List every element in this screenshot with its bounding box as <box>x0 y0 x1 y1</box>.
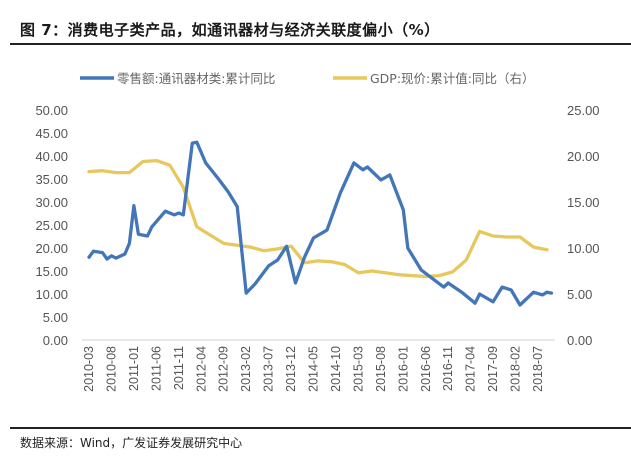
left-axis-tick: 20.00 <box>35 241 68 256</box>
right-axis-tick: 5.00 <box>567 287 592 302</box>
series-line-retail <box>87 140 554 307</box>
left-axis-tick: 30.00 <box>35 195 68 210</box>
x-axis-tick: 2014-10 <box>329 346 343 392</box>
left-axis-tick: 10.00 <box>35 287 68 302</box>
right-axis-tick: 25.00 <box>567 103 600 118</box>
x-axis-tick: 2011-11 <box>172 346 186 390</box>
x-axis-tick: 2015-03 <box>351 346 365 392</box>
left-axis-tick: 40.00 <box>35 149 68 164</box>
x-axis-tick: 2016-06 <box>419 346 433 392</box>
x-axis-tick: 2018-07 <box>531 346 545 392</box>
footer-divider <box>10 427 631 429</box>
x-axis-tick: 2013-02 <box>239 346 253 392</box>
left-axis-tick: 5.00 <box>43 310 68 325</box>
x-axis-tick: 2017-09 <box>486 346 500 392</box>
x-axis-tick: 2011-06 <box>149 346 163 391</box>
legend-label-gdp: GDP:现价:累计值:同比（右） <box>370 71 534 86</box>
x-axis-tick: 2016-01 <box>396 346 410 392</box>
source-note: 数据来源：Wind，广发证券发展研究中心 <box>20 436 243 450</box>
x-axis-tick: 2012-04 <box>194 346 208 392</box>
x-axis-tick: 2013-07 <box>262 346 276 392</box>
right-axis-tick: 0.00 <box>567 333 592 348</box>
right-axis-tick: 10.00 <box>567 241 600 256</box>
figure-title: 图 7：消费电子类产品，如通讯器材与经济关联度偏小（%） <box>20 21 440 39</box>
left-axis-tick: 45.00 <box>35 126 68 141</box>
right-axis-tick: 15.00 <box>567 195 600 210</box>
series-line-gdp <box>87 158 549 279</box>
x-axis-tick: 2010-03 <box>82 346 96 392</box>
x-axis-tick: 2013-12 <box>284 346 298 392</box>
x-axis-tick: 2016-11 <box>441 346 455 391</box>
x-axis-tick: 2017-04 <box>464 346 478 392</box>
x-axis-tick: 2010-08 <box>104 346 118 392</box>
title-divider <box>10 43 631 45</box>
x-axis-tick: 2014-05 <box>307 346 321 392</box>
left-axis-tick: 50.00 <box>35 103 68 118</box>
x-axis-tick: 2012-09 <box>217 346 231 392</box>
left-axis-tick: 0.00 <box>43 333 68 348</box>
x-axis-tick: 2018-02 <box>509 346 523 392</box>
x-axis-tick: 2015-08 <box>374 346 388 392</box>
left-axis-tick: 15.00 <box>35 264 68 279</box>
right-axis-tick: 20.00 <box>567 149 600 164</box>
left-axis-tick: 35.00 <box>35 172 68 187</box>
legend: 零售额:通讯器材类:累计同比 GDP:现价:累计值:同比（右） <box>80 71 534 86</box>
x-axis-tick: 2011-01 <box>127 346 141 391</box>
legend-label-retail: 零售额:通讯器材类:累计同比 <box>117 71 275 86</box>
left-axis-tick: 25.00 <box>35 218 68 233</box>
